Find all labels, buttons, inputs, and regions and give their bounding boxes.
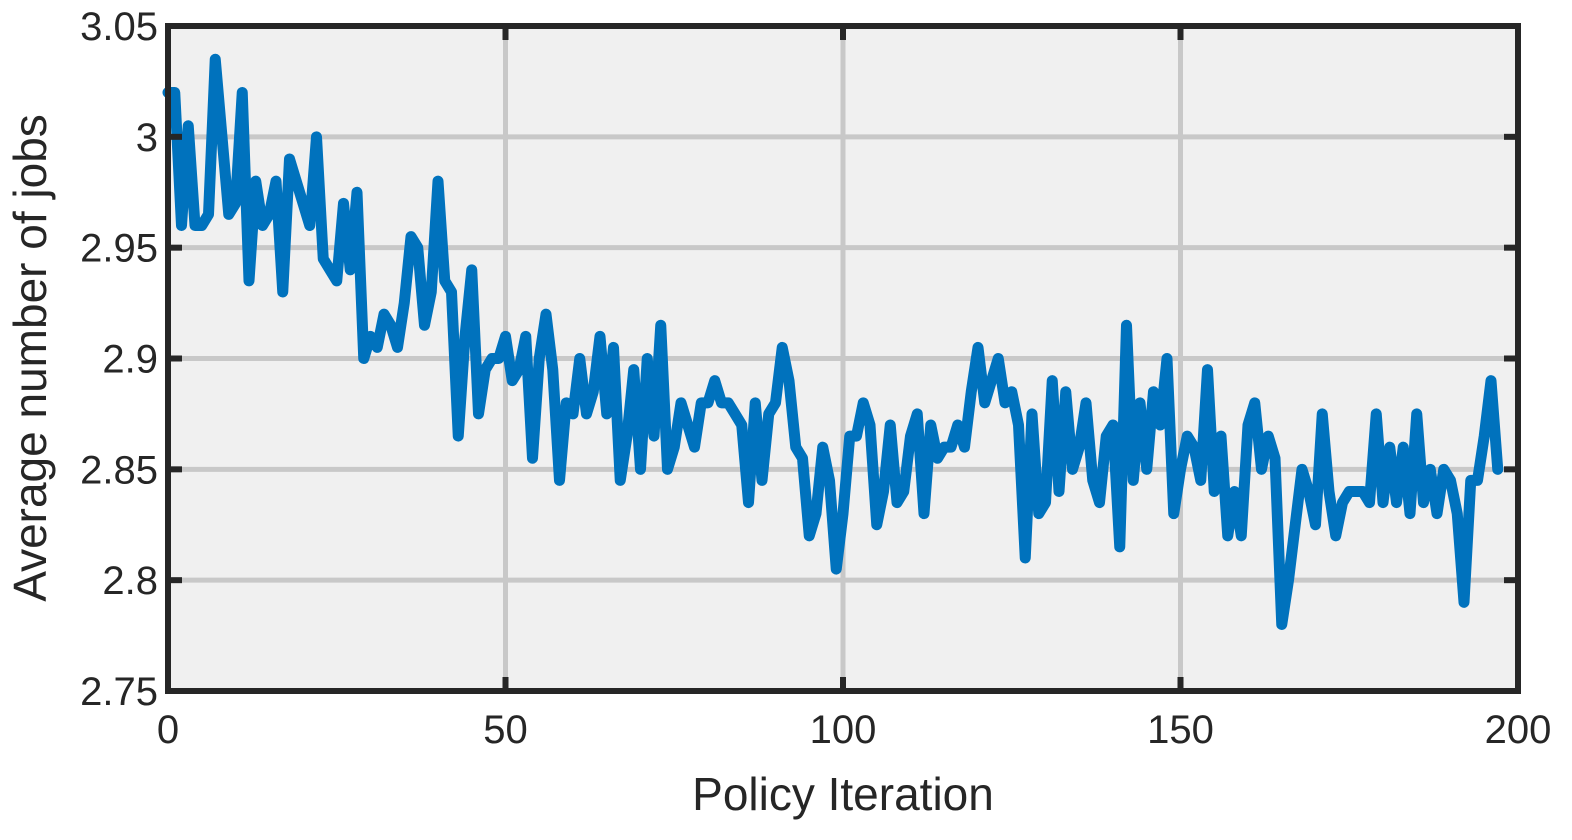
x-tick-label: 200 bbox=[1485, 708, 1552, 752]
y-tick-label: 2.9 bbox=[102, 338, 158, 382]
y-tick-label: 2.8 bbox=[102, 559, 158, 603]
y-tick-label: 2.75 bbox=[80, 670, 158, 714]
x-tick-label: 150 bbox=[1147, 708, 1214, 752]
x-tick-label: 0 bbox=[157, 708, 179, 752]
y-tick-label: 3.05 bbox=[80, 5, 158, 49]
x-tick-label: 100 bbox=[810, 708, 877, 752]
series-line bbox=[162, 53, 1504, 630]
x-tick-label: 50 bbox=[483, 708, 528, 752]
y-tick-label: 3 bbox=[136, 116, 158, 160]
x-axis-label: Policy Iteration bbox=[692, 768, 994, 820]
y-tick-labels: 2.75 2.8 2.85 2.9 2.95 3 3.05 bbox=[80, 5, 158, 714]
y-axis-label: Average number of jobs bbox=[4, 114, 56, 602]
y-tick-label: 2.95 bbox=[80, 227, 158, 271]
x-tick-labels: 0 50 100 150 200 bbox=[157, 708, 1552, 752]
plot-frame bbox=[165, 23, 1521, 694]
y-tick-label: 2.85 bbox=[80, 448, 158, 492]
